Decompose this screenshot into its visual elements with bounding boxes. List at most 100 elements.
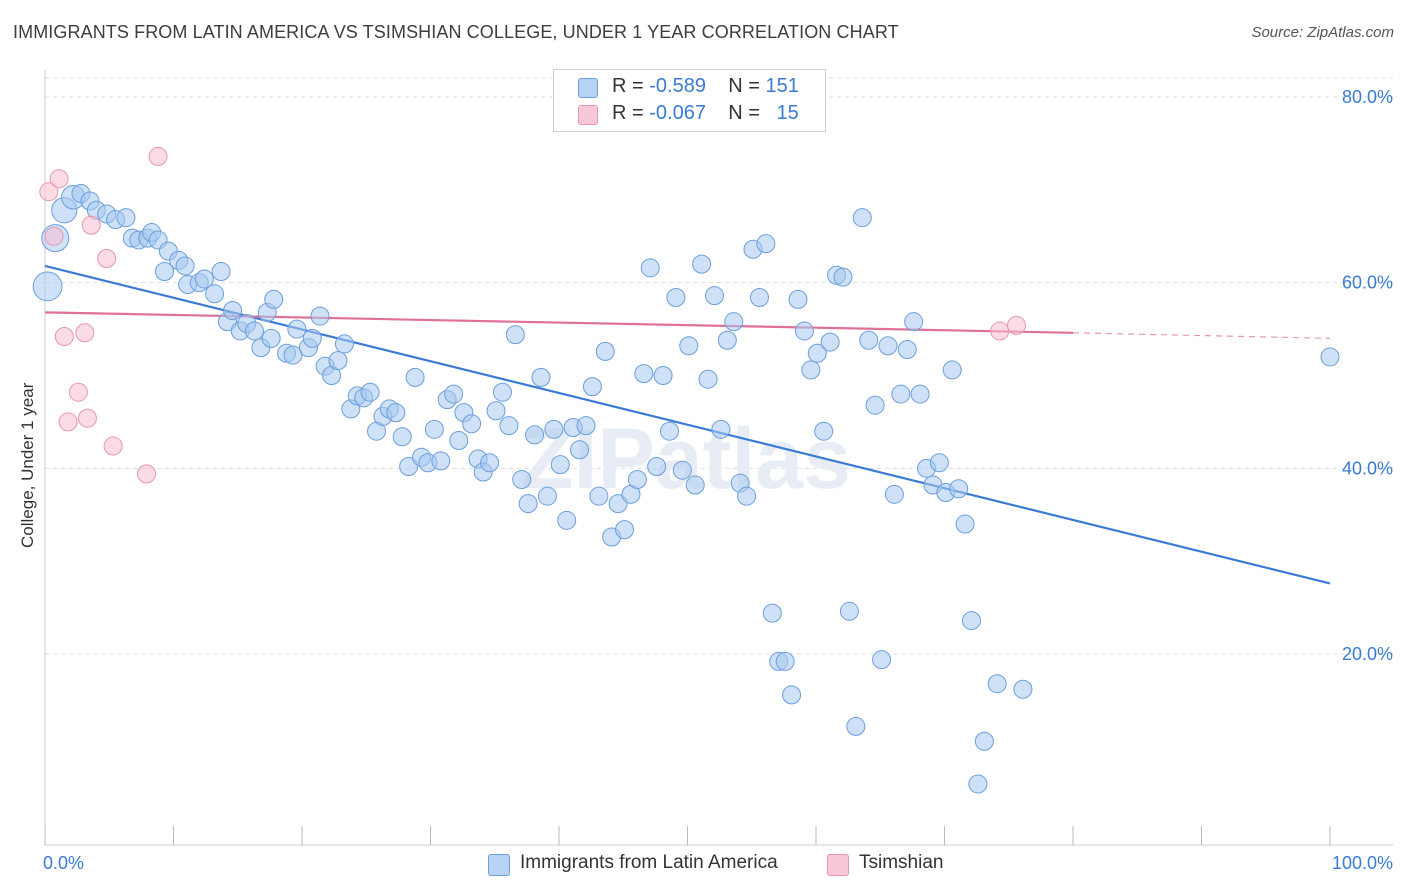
data-point xyxy=(302,328,322,348)
r-value: -0.067 xyxy=(649,102,706,124)
data-point xyxy=(155,262,175,282)
data-point xyxy=(961,611,981,631)
data-point xyxy=(679,336,699,356)
data-point xyxy=(878,336,898,356)
data-point xyxy=(444,384,464,404)
legend-swatch-blue xyxy=(488,854,510,876)
data-point xyxy=(672,460,692,480)
legend-stats: R = -0.067 N = 15 xyxy=(612,102,799,125)
data-point xyxy=(223,301,243,321)
data-point xyxy=(505,325,525,345)
data-point xyxy=(775,651,795,671)
data-points xyxy=(32,146,1340,794)
data-point xyxy=(647,456,667,476)
data-point xyxy=(360,382,380,402)
data-point xyxy=(904,312,924,332)
data-point xyxy=(75,323,95,343)
source-label: Source: ZipAtlas.com xyxy=(1251,24,1394,41)
y-tick-label: 20.0% xyxy=(1342,644,1393,664)
data-point xyxy=(794,321,814,341)
data-point xyxy=(81,215,101,235)
data-point xyxy=(424,419,444,439)
data-point xyxy=(910,384,930,404)
data-point xyxy=(859,330,879,350)
data-point xyxy=(49,169,69,189)
data-point xyxy=(711,419,731,439)
data-point xyxy=(749,288,769,308)
data-point xyxy=(550,455,570,475)
y-tick-label: 80.0% xyxy=(1342,87,1393,107)
n-value: 151 xyxy=(765,75,799,97)
data-point xyxy=(137,464,157,484)
data-point xyxy=(627,469,647,489)
n-label: N = xyxy=(728,102,760,124)
x-tick-labels: 0.0% 100.0% xyxy=(43,853,1393,873)
data-point xyxy=(77,408,97,428)
data-point xyxy=(782,685,802,705)
data-point xyxy=(103,436,123,456)
data-point xyxy=(974,731,994,751)
data-point xyxy=(68,382,88,402)
data-point xyxy=(737,486,757,506)
data-point xyxy=(1013,679,1033,699)
grid xyxy=(45,77,1393,655)
legend-swatch-pink xyxy=(827,854,849,876)
data-point xyxy=(537,486,557,506)
series-latin-america xyxy=(32,184,1340,794)
data-point xyxy=(1006,315,1026,335)
data-point xyxy=(698,369,718,389)
series-legend: Immigrants from Latin America Tsimshian xyxy=(0,852,1406,878)
data-point xyxy=(704,286,724,306)
data-point xyxy=(839,601,859,621)
legend-swatch-blue xyxy=(578,78,598,98)
data-point xyxy=(615,520,635,540)
data-point xyxy=(634,364,654,384)
data-point xyxy=(788,289,808,309)
data-point xyxy=(872,650,892,670)
data-point xyxy=(328,351,348,371)
data-point xyxy=(570,440,590,460)
data-point xyxy=(205,284,225,304)
y-axis-label: College, Under 1 year xyxy=(18,382,37,548)
data-point xyxy=(717,330,737,350)
data-point xyxy=(756,234,776,254)
data-point xyxy=(499,416,519,436)
legend-stats: R = -0.589 N = 151 xyxy=(612,75,799,98)
data-point xyxy=(968,774,988,794)
y-tick-labels: 20.0% 40.0% 60.0% 80.0% xyxy=(1342,87,1393,664)
trend-lines xyxy=(44,264,1331,585)
data-point xyxy=(531,367,551,387)
data-point xyxy=(54,327,74,347)
r-label: R = xyxy=(612,75,644,97)
data-point xyxy=(608,494,628,514)
data-point xyxy=(480,453,500,473)
data-point xyxy=(685,475,705,495)
data-point xyxy=(666,288,686,308)
data-point xyxy=(399,456,419,476)
data-point xyxy=(194,269,214,289)
y-tick-label: 40.0% xyxy=(1342,458,1393,478)
data-point xyxy=(990,321,1010,341)
data-point xyxy=(287,319,307,339)
data-point xyxy=(814,421,834,441)
r-label: R = xyxy=(612,102,644,124)
data-point xyxy=(431,451,451,471)
n-label: N = xyxy=(728,75,760,97)
data-point xyxy=(58,412,78,432)
data-point xyxy=(852,208,872,228)
data-point xyxy=(261,328,281,348)
data-point xyxy=(942,360,962,380)
data-point xyxy=(589,486,609,506)
data-point xyxy=(1320,347,1340,367)
data-point xyxy=(39,182,59,202)
data-point xyxy=(310,306,330,326)
data-point xyxy=(148,146,168,166)
data-point xyxy=(525,425,545,445)
trend-line-tsimshian xyxy=(44,311,1074,334)
legend-swatch-pink xyxy=(578,105,598,125)
data-point xyxy=(833,267,853,287)
data-point xyxy=(244,321,264,341)
data-point xyxy=(283,345,303,365)
data-point xyxy=(955,514,975,534)
